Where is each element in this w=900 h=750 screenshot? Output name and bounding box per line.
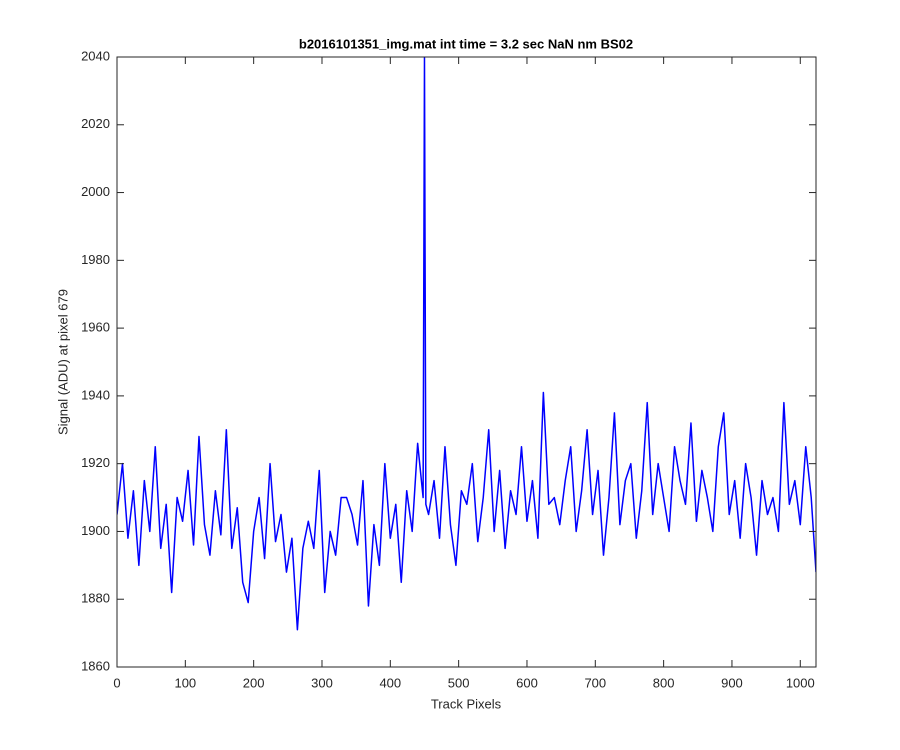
y-tick-label: 1900	[81, 523, 110, 538]
y-tick-label: 2040	[81, 48, 110, 63]
x-tick-label: 700	[584, 675, 606, 690]
x-tick-label: 900	[721, 675, 743, 690]
x-tick-label: 800	[653, 675, 675, 690]
x-tick-label: 200	[243, 675, 265, 690]
x-tick-label: 400	[379, 675, 401, 690]
y-tick-label: 2020	[81, 116, 110, 131]
y-tick-label: 1940	[81, 387, 110, 402]
x-tick-label: 600	[516, 675, 538, 690]
x-tick-label: 300	[311, 675, 333, 690]
x-axis-label: Track Pixels	[431, 696, 502, 711]
y-tick-label: 1880	[81, 591, 110, 606]
chart-title: b2016101351_img.mat int time = 3.2 sec N…	[299, 36, 633, 51]
axes-box	[116, 56, 817, 668]
x-tick-label: 0	[113, 675, 120, 690]
y-axis-label: Signal (ADU) at pixel 679	[55, 289, 70, 435]
y-tick-label: 2000	[81, 184, 110, 199]
y-tick-label: 1980	[81, 252, 110, 267]
x-tick-label: 500	[448, 675, 470, 690]
plot-area	[117, 57, 816, 631]
y-tick-label: 1960	[81, 320, 110, 335]
x-tick-label: 1000	[786, 675, 815, 690]
y-tick-label: 1920	[81, 455, 110, 470]
x-tick-label: 100	[174, 675, 196, 690]
y-tick-label: 1860	[81, 658, 110, 673]
data-line	[117, 57, 816, 631]
